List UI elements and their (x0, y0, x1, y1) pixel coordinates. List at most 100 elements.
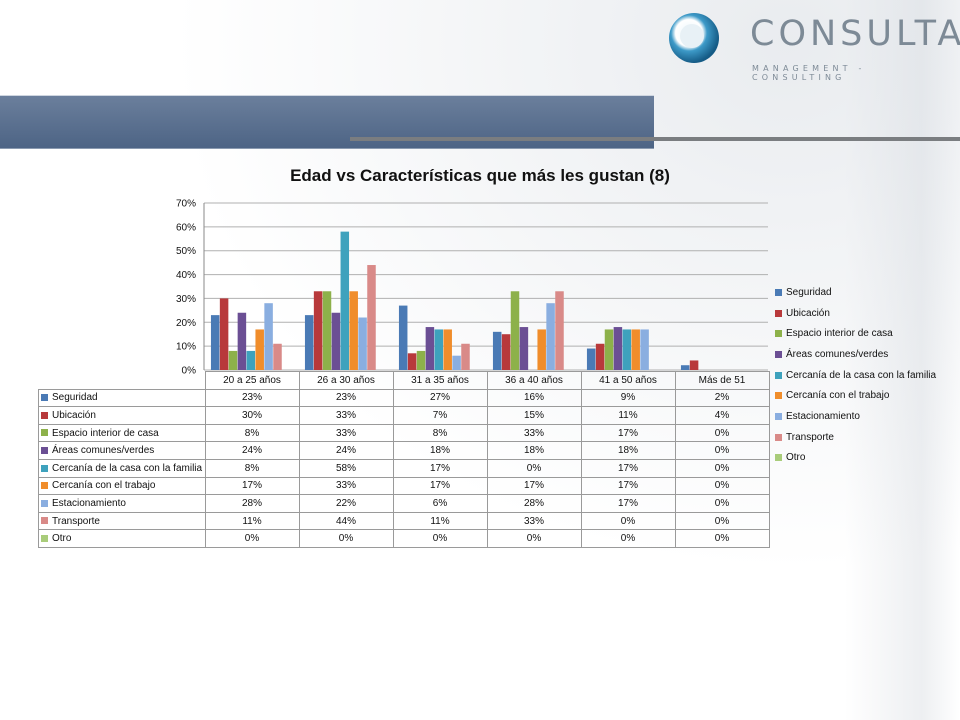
data-label: 17% (580, 458, 676, 478)
legend-swatch (775, 392, 782, 400)
data-label: 18% (580, 441, 676, 460)
bar (546, 303, 555, 370)
table-row: Cercanía con el trabajo 17% 33% 17% 17% 17% 0% (38, 476, 770, 496)
data-label: 0% (674, 441, 770, 460)
bar (264, 303, 273, 370)
data-label: 0% (392, 529, 488, 548)
data-label: 33% (298, 406, 394, 425)
data-label: 30% (204, 406, 300, 425)
table-row: Transporte 11% 44% 11% 33% 0% 0% (38, 511, 770, 531)
legend-item: Cercanía de la casa con la familia (775, 365, 936, 386)
bar (237, 312, 247, 370)
legend-swatch (775, 309, 782, 317)
series-swatch (41, 411, 48, 419)
data-label: 0% (486, 458, 582, 478)
series-swatch (41, 394, 48, 402)
data-label: 8% (204, 458, 300, 478)
data-label: 17% (392, 476, 488, 496)
bar (434, 329, 444, 370)
bar (210, 315, 220, 370)
series-label: Estacionamiento (38, 494, 206, 513)
data-label: 0% (674, 511, 770, 531)
legend-swatch (775, 330, 782, 338)
legend-item: Otro (775, 448, 936, 469)
brand-name: CONSULTA (750, 14, 960, 54)
bar (425, 327, 435, 370)
y-tick-label: 70% (176, 199, 196, 210)
table-row: Áreas comunes/verdes 24% 24% 18% 18% 18% 0% (38, 441, 770, 460)
y-tick-label: 10% (176, 342, 196, 353)
data-label: 15% (486, 406, 582, 425)
data-table: 20 a 25 años 26 a 30 años 31 a 35 años 36 a… (38, 371, 770, 548)
series-swatch (41, 499, 48, 507)
bar (680, 365, 690, 370)
data-label: 23% (298, 388, 394, 408)
data-label: 0% (486, 529, 582, 548)
bar (219, 298, 229, 370)
data-label: 0% (204, 529, 300, 548)
x-category-label: 26 a 30 años (298, 371, 394, 390)
bar (304, 315, 314, 370)
data-label: 18% (392, 441, 488, 460)
y-tick-label: 20% (176, 318, 196, 329)
data-label: 33% (486, 511, 582, 531)
data-label: 17% (486, 476, 582, 496)
data-label: 0% (674, 423, 770, 443)
data-label: 9% (580, 388, 676, 408)
legend-label: Otro (786, 452, 806, 464)
bar (313, 291, 323, 370)
x-category-label: 36 a 40 años (486, 371, 582, 390)
series-label: Espacio interior de casa (38, 423, 206, 443)
bar (689, 360, 699, 370)
data-label: 17% (580, 423, 676, 443)
bar (228, 350, 238, 370)
bar (595, 343, 605, 370)
series-swatch (41, 517, 48, 525)
legend-label: Seguridad (786, 286, 832, 298)
data-label: 4% (674, 406, 770, 425)
bar (492, 331, 502, 370)
data-label: 24% (204, 441, 300, 460)
series-label: Seguridad (38, 388, 206, 408)
legend-item: Espacio interior de casa (775, 323, 936, 344)
series-label: Ubicación (38, 406, 206, 425)
bar (273, 343, 282, 370)
data-label: 17% (580, 476, 676, 496)
legend-swatch (775, 454, 782, 462)
series-label: Transporte (38, 511, 206, 531)
legend-item: Transporte (775, 427, 936, 448)
legend-label: Transporte (786, 431, 834, 443)
table-row: Seguridad 23% 23% 27% 16% 9% 2% (38, 388, 770, 408)
data-label: 24% (298, 441, 394, 460)
legend-label: Espacio interior de casa (786, 328, 893, 340)
series-swatch (41, 447, 48, 455)
data-label: 0% (580, 511, 676, 531)
legend-label: Ubicación (786, 307, 830, 319)
legend-item: Seguridad (775, 282, 936, 303)
data-label: 28% (204, 494, 300, 513)
series-swatch (41, 535, 48, 542)
bar (555, 291, 564, 370)
table-row: Espacio interior de casa 8% 33% 8% 33% 17% 0% (38, 423, 770, 443)
x-category-label: 31 a 35 años (392, 371, 488, 390)
data-label: 6% (392, 494, 488, 513)
legend-label: Estacionamiento (786, 410, 860, 422)
bar (255, 329, 264, 370)
data-label: 0% (674, 494, 770, 513)
y-tick-label: 30% (176, 294, 196, 305)
data-label: 0% (674, 458, 770, 478)
data-label: 11% (580, 406, 676, 425)
title-divider (350, 137, 960, 141)
data-label: 58% (298, 458, 394, 478)
data-label: 18% (486, 441, 582, 460)
table-row: Cercanía de la casa con la familia 8% 58% 1… (38, 458, 770, 478)
data-label: 17% (580, 494, 676, 513)
data-label: 27% (392, 388, 488, 408)
bar (443, 329, 452, 370)
brand-tagline: MANAGEMENT - CONSULTING (752, 64, 866, 82)
bar (461, 343, 470, 370)
table-row: Estacionamiento 28% 22% 6% 28% 17% 0% (38, 494, 770, 513)
legend-item: Ubicación (775, 303, 936, 324)
data-label: 7% (392, 406, 488, 425)
